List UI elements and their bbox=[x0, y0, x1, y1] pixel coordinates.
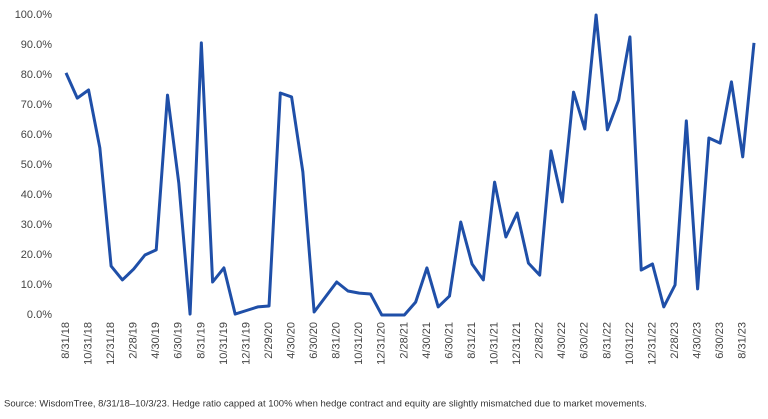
x-tick-label: 4/30/21 bbox=[421, 322, 433, 359]
x-tick-label: 10/31/18 bbox=[82, 322, 94, 365]
x-tick-label: 2/28/21 bbox=[398, 322, 410, 359]
x-tick-label: 4/30/19 bbox=[150, 322, 162, 359]
y-tick-label: 10.0% bbox=[21, 279, 52, 291]
x-tick-label: 6/30/20 bbox=[308, 322, 320, 359]
x-tick-label: 8/31/23 bbox=[737, 322, 749, 359]
x-tick-label: 8/31/22 bbox=[601, 322, 613, 359]
x-tick-label: 8/31/20 bbox=[331, 322, 343, 359]
y-tick-label: 40.0% bbox=[21, 189, 52, 201]
x-tick-label: 12/31/22 bbox=[646, 322, 658, 365]
x-tick-label: 10/31/19 bbox=[218, 322, 230, 365]
x-tick-label: 10/31/20 bbox=[353, 322, 365, 365]
x-tick-label: 6/30/23 bbox=[714, 322, 726, 359]
y-tick-label: 30.0% bbox=[21, 219, 52, 231]
x-tick-label: 12/31/21 bbox=[511, 322, 523, 365]
y-tick-label: 100.0% bbox=[15, 9, 53, 21]
x-tick-label: 2/28/19 bbox=[128, 322, 140, 359]
y-tick-label: 60.0% bbox=[21, 129, 52, 141]
source-note: Source: WisdomTree, 8/31/18–10/3/23. Hed… bbox=[4, 399, 647, 410]
y-tick-label: 90.0% bbox=[21, 39, 52, 51]
x-tick-label: 4/30/20 bbox=[285, 322, 297, 359]
x-tick-label: 12/31/19 bbox=[240, 322, 252, 365]
x-tick-label: 12/31/18 bbox=[105, 322, 117, 365]
x-tick-label: 6/30/19 bbox=[173, 322, 185, 359]
x-tick-label: 6/30/22 bbox=[579, 322, 591, 359]
y-tick-label: 0.0% bbox=[27, 309, 52, 321]
x-tick-label: 8/31/18 bbox=[60, 322, 72, 359]
y-tick-label: 50.0% bbox=[21, 159, 52, 171]
data-line bbox=[64, 13, 756, 317]
x-tick-label: 4/30/22 bbox=[556, 322, 568, 359]
x-tick-label: 4/30/23 bbox=[692, 322, 704, 359]
x-tick-label: 2/28/23 bbox=[669, 322, 681, 359]
x-tick-label: 8/31/19 bbox=[195, 322, 207, 359]
x-tick-label: 10/31/22 bbox=[624, 322, 636, 365]
x-tick-label: 8/31/21 bbox=[466, 322, 478, 359]
y-tick-label: 70.0% bbox=[21, 99, 52, 111]
y-tick-label: 20.0% bbox=[21, 249, 52, 261]
x-tick-label: 6/30/21 bbox=[443, 322, 455, 359]
y-tick-label: 80.0% bbox=[21, 69, 52, 81]
x-tick-label: 12/31/20 bbox=[376, 322, 388, 365]
x-tick-label: 2/29/20 bbox=[263, 322, 275, 359]
x-tick-label: 2/28/22 bbox=[534, 322, 546, 359]
x-tick-label: 10/31/21 bbox=[488, 322, 500, 365]
